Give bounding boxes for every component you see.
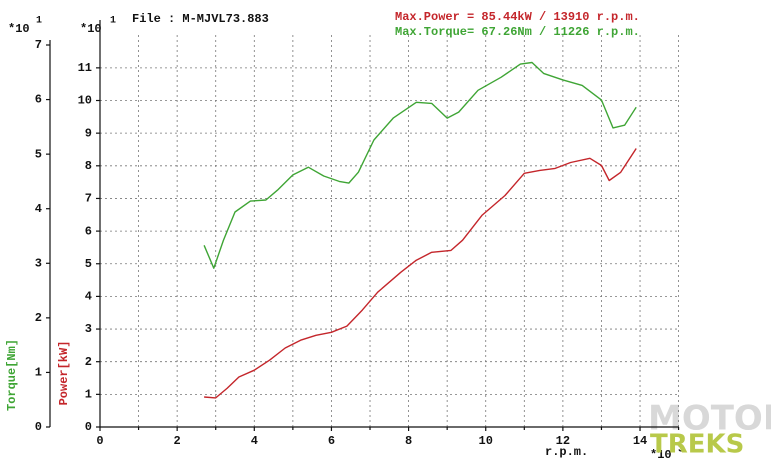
x-tick-label: 0 <box>96 434 103 448</box>
y-tick-label: 7 <box>35 38 42 52</box>
y2-tick-label: 1 <box>85 388 92 402</box>
y2-multiplier: *10 <box>80 22 102 36</box>
x-multiplier: *10 <box>650 448 672 462</box>
y2-tick-label: 4 <box>85 290 92 304</box>
x-tick-label: 10 <box>479 434 493 448</box>
x-tick-label: 2 <box>174 434 181 448</box>
y-tick-label: 1 <box>35 366 42 380</box>
y-axis-label: Torque[Nm] <box>5 339 19 411</box>
x-tick-label: 4 <box>251 434 258 448</box>
y2-tick-label: 0 <box>85 420 92 434</box>
series-line <box>203 61 637 269</box>
y-tick-label: 3 <box>35 256 42 270</box>
y2-tick-label: 6 <box>85 224 92 238</box>
y2-tick-label: 2 <box>85 355 92 369</box>
y-tick-label: 5 <box>35 147 42 161</box>
x-tick-label: 8 <box>405 434 412 448</box>
y2-tick-label: 3 <box>85 322 92 336</box>
max-power: Max.Power = 85.44kW / 13910 r.p.m. <box>395 10 640 24</box>
y2-tick-label: 11 <box>78 61 92 75</box>
y2-tick-label: 8 <box>85 159 92 173</box>
max-torque: Max.Torque= 67.26Nm / 11226 r.p.m. <box>395 25 640 39</box>
y2-tick-label: 10 <box>78 94 92 108</box>
y2-axis-label: Power[kW] <box>57 341 71 406</box>
y-tick-label: 0 <box>35 420 42 434</box>
y-tick-label: 6 <box>35 93 42 107</box>
series-line <box>204 148 637 399</box>
y-multiplier: *10 <box>8 22 30 36</box>
x-tick-label: 12 <box>556 434 570 448</box>
x-axis-label: r.p.m. <box>545 445 588 459</box>
y2-exponent: 1 <box>110 16 116 27</box>
y-tick-label: 4 <box>35 202 42 216</box>
file-label: File : M-MJVL73.883 <box>132 12 269 26</box>
x-tick-label: 14 <box>633 434 647 448</box>
y2-tick-label: 5 <box>85 257 92 271</box>
x-exponent: 3 <box>678 445 684 456</box>
y2-tick-label: 7 <box>85 192 92 206</box>
x-tick-label: 6 <box>328 434 335 448</box>
y-tick-label: 2 <box>35 311 42 325</box>
watermark: MOTOR <box>648 399 771 439</box>
watermark: TREKS <box>650 430 744 460</box>
y-exponent: 1 <box>36 16 42 27</box>
y2-tick-label: 9 <box>85 126 92 140</box>
